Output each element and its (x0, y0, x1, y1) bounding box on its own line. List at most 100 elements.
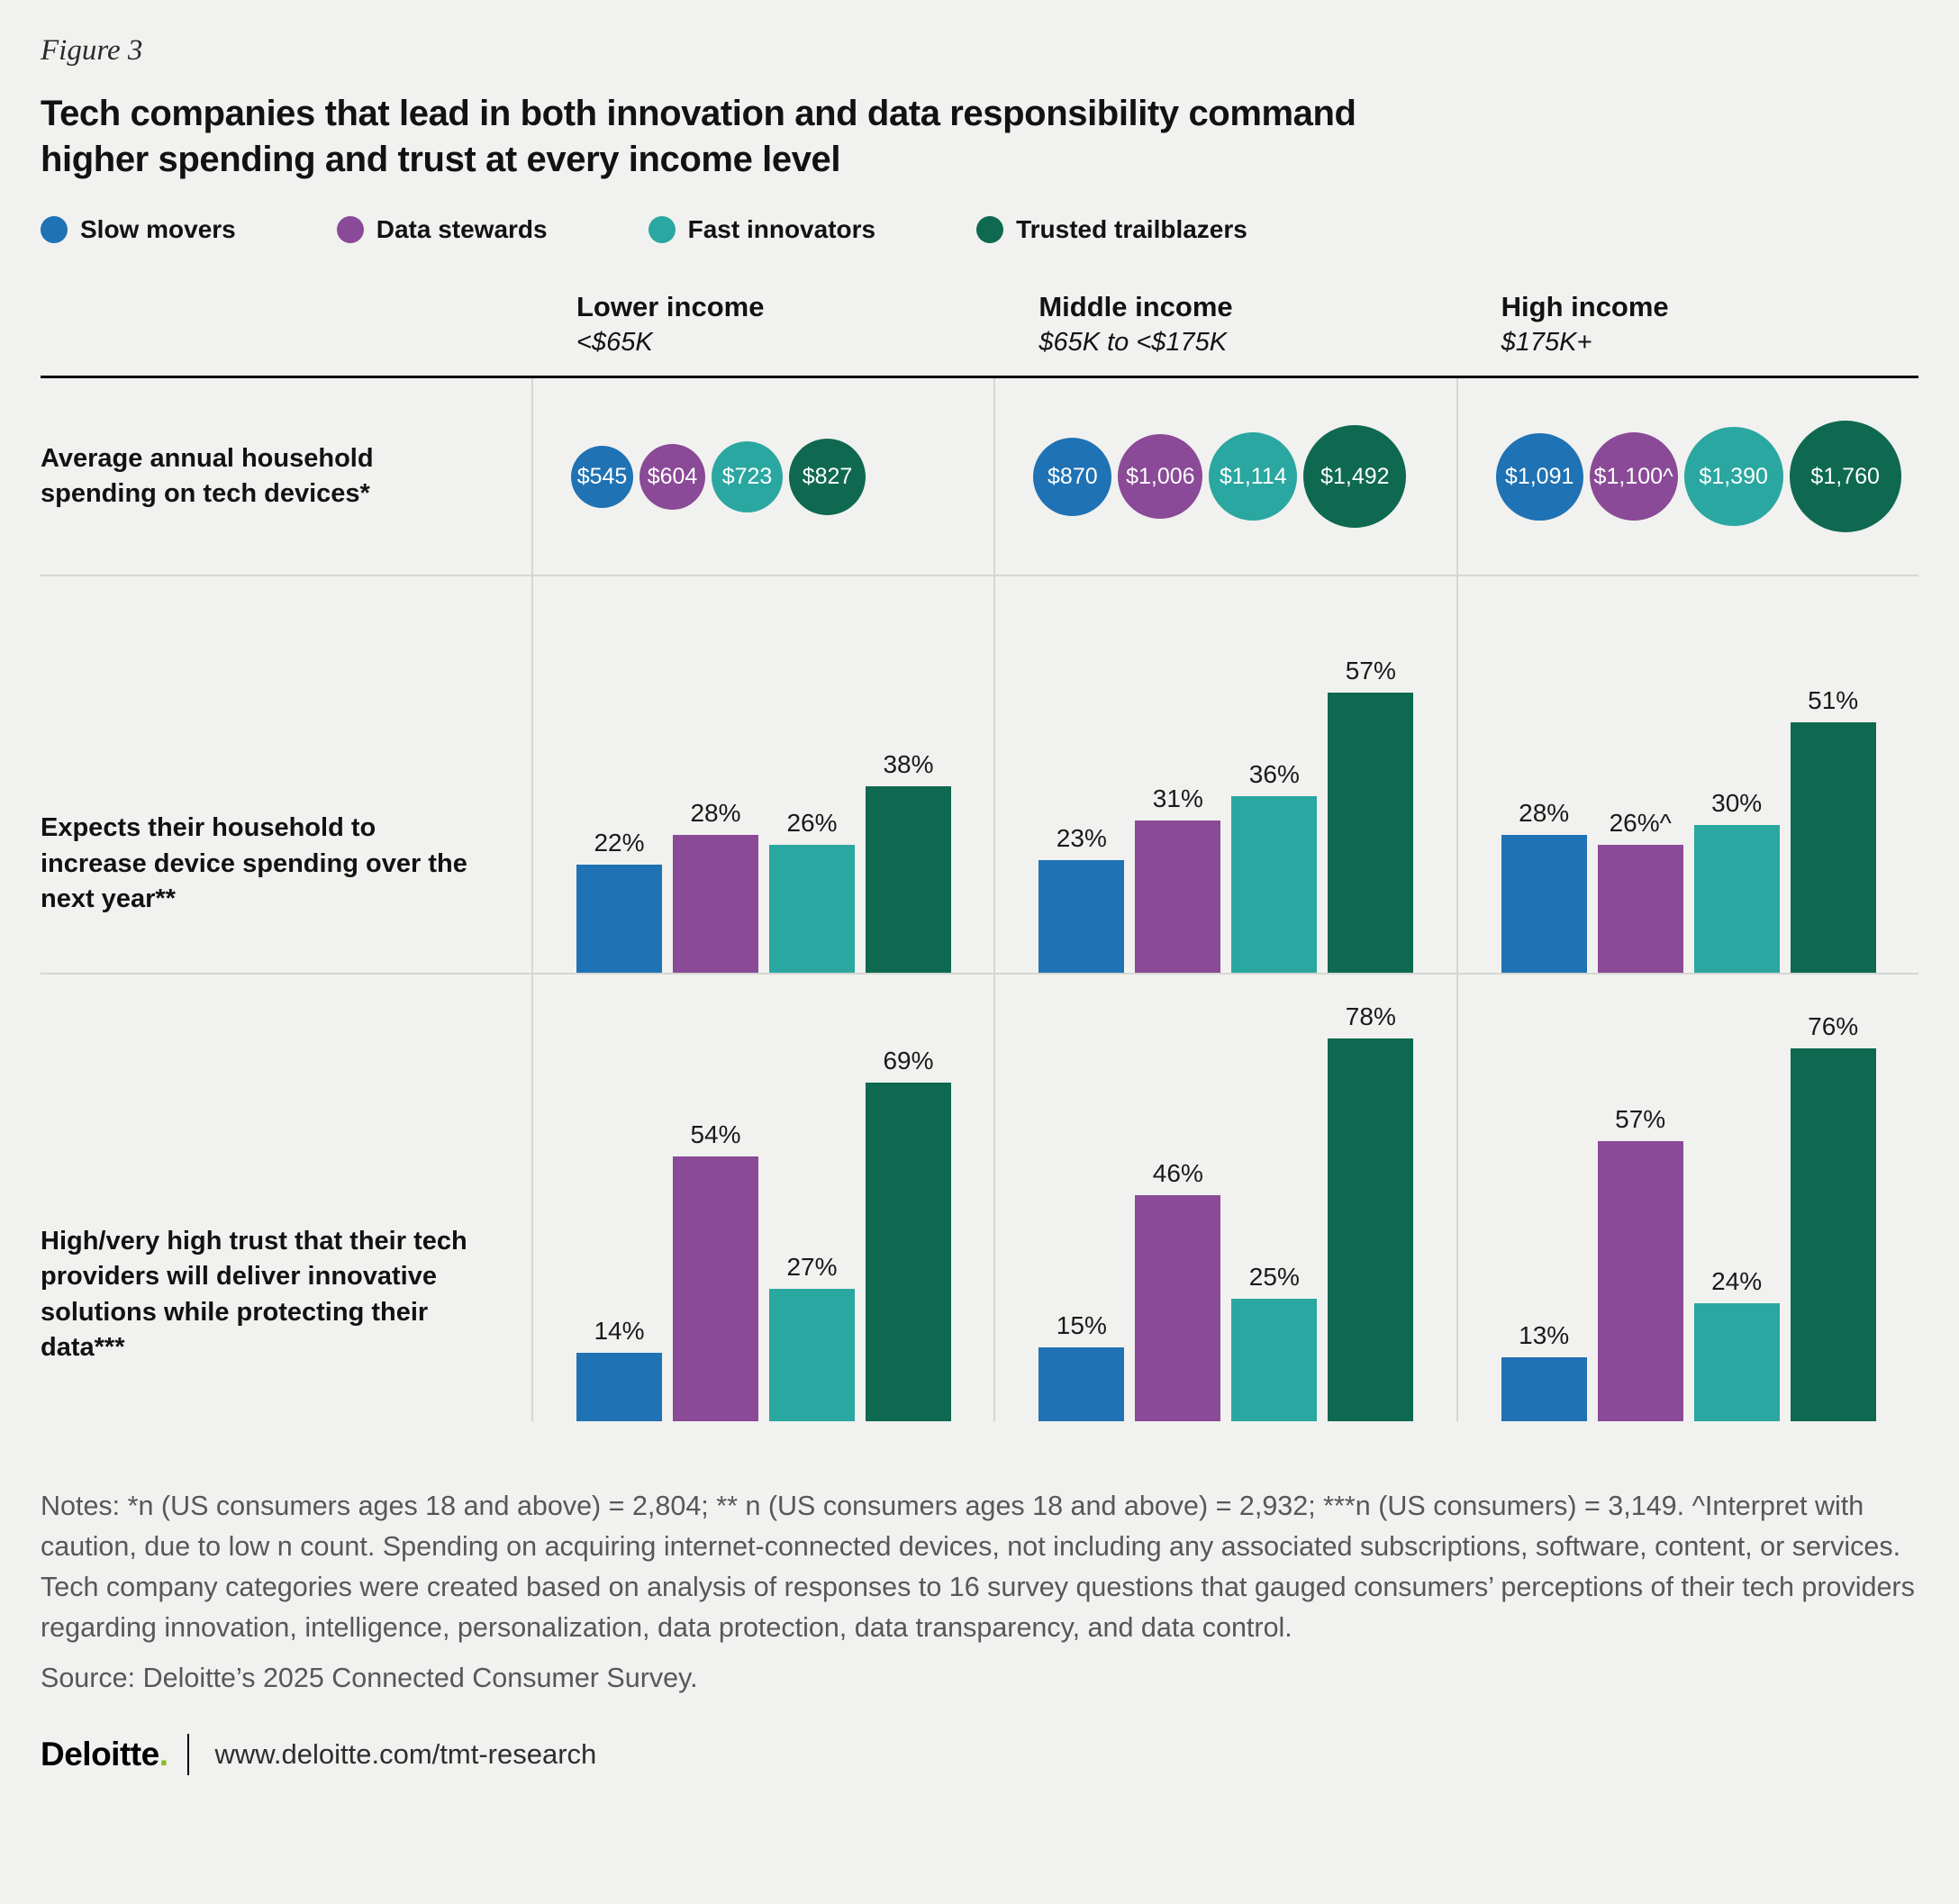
footer-divider (187, 1733, 190, 1775)
legend-label: Trusted trailblazers (1016, 215, 1247, 244)
bar-with-label: 36% (1231, 760, 1318, 974)
legend-dot-icon (41, 216, 68, 244)
bar-with-label: 57% (1597, 1105, 1683, 1422)
bar (576, 865, 662, 974)
bar (1693, 1303, 1780, 1422)
bar-with-label: 46% (1135, 1159, 1221, 1422)
bar-value-label: 76% (1808, 1012, 1859, 1041)
bubble-group-lower-income: $545 $604 $723 $827 (531, 378, 993, 576)
bar (1597, 1141, 1683, 1422)
bar-with-label: 15% (1038, 1311, 1125, 1422)
bar (1135, 1195, 1221, 1422)
bar-value-label: 54% (690, 1120, 741, 1149)
bar-value-label: 36% (1248, 760, 1300, 789)
spending-bubble: $1,390 (1683, 427, 1783, 527)
bubble-value-label: $1,390 (1699, 463, 1768, 489)
column-title: Middle income (1038, 291, 1233, 323)
bubble-value-label: $723 (721, 463, 773, 489)
bar-group-trust-high-income: 13% 57% 24% 76% (1456, 973, 1918, 1422)
bar-with-label: 26% (769, 809, 855, 974)
spending-bubble: $545 (571, 445, 633, 508)
bar-with-label: 78% (1328, 1002, 1414, 1422)
footer-url: www.deloitte.com/tmt-research (214, 1737, 597, 1770)
spending-bubble: $1,091 (1495, 432, 1583, 521)
bar-with-label: 76% (1790, 1012, 1876, 1422)
legend: Slow movers Data stewards Fast innovator… (41, 215, 1918, 244)
column-subtitle: $65K to <$175K (1038, 328, 1228, 358)
bar-value-label: 78% (1345, 1002, 1396, 1031)
bar-with-label: 27% (769, 1253, 855, 1422)
bar-group-trust-middle-income: 15% 46% 25% 78% (993, 973, 1456, 1422)
bubble-value-label: $870 (1048, 463, 1098, 489)
chart-table: Lower income <$65K Middle income $65K to… (41, 291, 1918, 1422)
bar (1501, 1357, 1587, 1422)
bar (1135, 821, 1221, 974)
bar-value-label: 24% (1711, 1267, 1763, 1296)
bar-value-label: 14% (594, 1317, 645, 1346)
bar-with-label: 23% (1038, 824, 1125, 974)
legend-label: Fast innovators (687, 215, 876, 244)
bar-group-increase-lower-income: 22% 28% 26% 38% (531, 575, 994, 974)
bar-with-label: 30% (1693, 789, 1780, 974)
bubble-value-label: $1,006 (1126, 463, 1195, 489)
bar-group-trust-lower-income: 14% 54% 27% 69% (531, 973, 994, 1422)
bar-with-label: 54% (673, 1120, 758, 1422)
column-header-middle-income: Middle income $65K to <$175K (993, 291, 1456, 379)
bar-value-label: 25% (1248, 1263, 1300, 1292)
column-title: High income (1501, 291, 1669, 323)
bar-group-increase-middle-income: 23% 31% 36% 57% (993, 575, 1456, 974)
bar-with-label: 57% (1328, 657, 1414, 974)
column-subtitle: <$65K (576, 328, 653, 358)
legend-item-data-stewards: Data stewards (336, 215, 548, 244)
spending-bubble: $1,100^ (1589, 432, 1678, 521)
bar (673, 1156, 758, 1422)
bubble-value-label: $1,100^ (1593, 463, 1673, 489)
column-title: Lower income (576, 291, 765, 323)
bar-with-label: 28% (673, 799, 758, 974)
bubble-group-high-income: $1,091 $1,100^ $1,390 $1,760 (1456, 378, 1918, 576)
spending-bubble: $723 (712, 440, 783, 512)
spending-bubble: $827 (789, 438, 866, 515)
bar (1790, 1048, 1876, 1422)
bar-with-label: 28% (1501, 799, 1587, 974)
bar (1597, 845, 1683, 974)
column-subtitle: $175K+ (1501, 328, 1592, 358)
row-label-text: Expects their household to increase devi… (41, 813, 467, 913)
bar (1693, 825, 1780, 974)
bar-value-label: 38% (883, 750, 934, 779)
footer: Deloitte. www.deloitte.com/tmt-research (41, 1733, 1918, 1775)
legend-item-fast-innovators: Fast innovators (648, 215, 875, 244)
bar-with-label: 22% (576, 829, 662, 974)
bar-group-increase-high-income: 28% 26%^ 30% 51% (1456, 575, 1918, 974)
bubble-group-middle-income: $870 $1,006 $1,114 $1,492 (993, 378, 1456, 576)
column-header-high-income: High income $175K+ (1456, 291, 1918, 379)
bar (1501, 835, 1587, 974)
bar (866, 786, 951, 974)
figure-page: Figure 3 Tech companies that lead in bot… (41, 34, 1918, 1775)
bar-value-label: 26%^ (1609, 809, 1672, 838)
legend-item-trusted-trailblazers: Trusted trailblazers (976, 215, 1247, 244)
bar-value-label: 15% (1056, 1311, 1107, 1340)
bar-value-label: 23% (1056, 824, 1107, 853)
bar-with-label: 26%^ (1597, 809, 1683, 974)
bar-value-label: 46% (1152, 1159, 1203, 1188)
bubble-value-label: $1,114 (1220, 463, 1287, 489)
bar-value-label: 13% (1519, 1321, 1570, 1350)
bar-value-label: 26% (786, 809, 838, 838)
bar-value-label: 30% (1711, 789, 1763, 818)
legend-label: Slow movers (80, 215, 236, 244)
bubble-value-label: $545 (576, 463, 628, 489)
bar (1038, 860, 1125, 974)
spending-bubble: $604 (639, 443, 705, 510)
bar (1328, 693, 1414, 974)
bar-value-label: 51% (1808, 686, 1859, 715)
legend-dot-icon (976, 216, 1004, 244)
bar-with-label: 25% (1231, 1263, 1318, 1422)
bar-value-label: 31% (1152, 784, 1203, 813)
bubble-value-label: $1,091 (1504, 463, 1574, 489)
row-label-increase-spending: Expects their household to increase devi… (41, 575, 531, 973)
bar (1328, 1038, 1414, 1422)
bar-value-label: 69% (883, 1047, 934, 1075)
legend-item-slow-movers: Slow movers (41, 215, 236, 244)
bar (576, 1353, 662, 1422)
